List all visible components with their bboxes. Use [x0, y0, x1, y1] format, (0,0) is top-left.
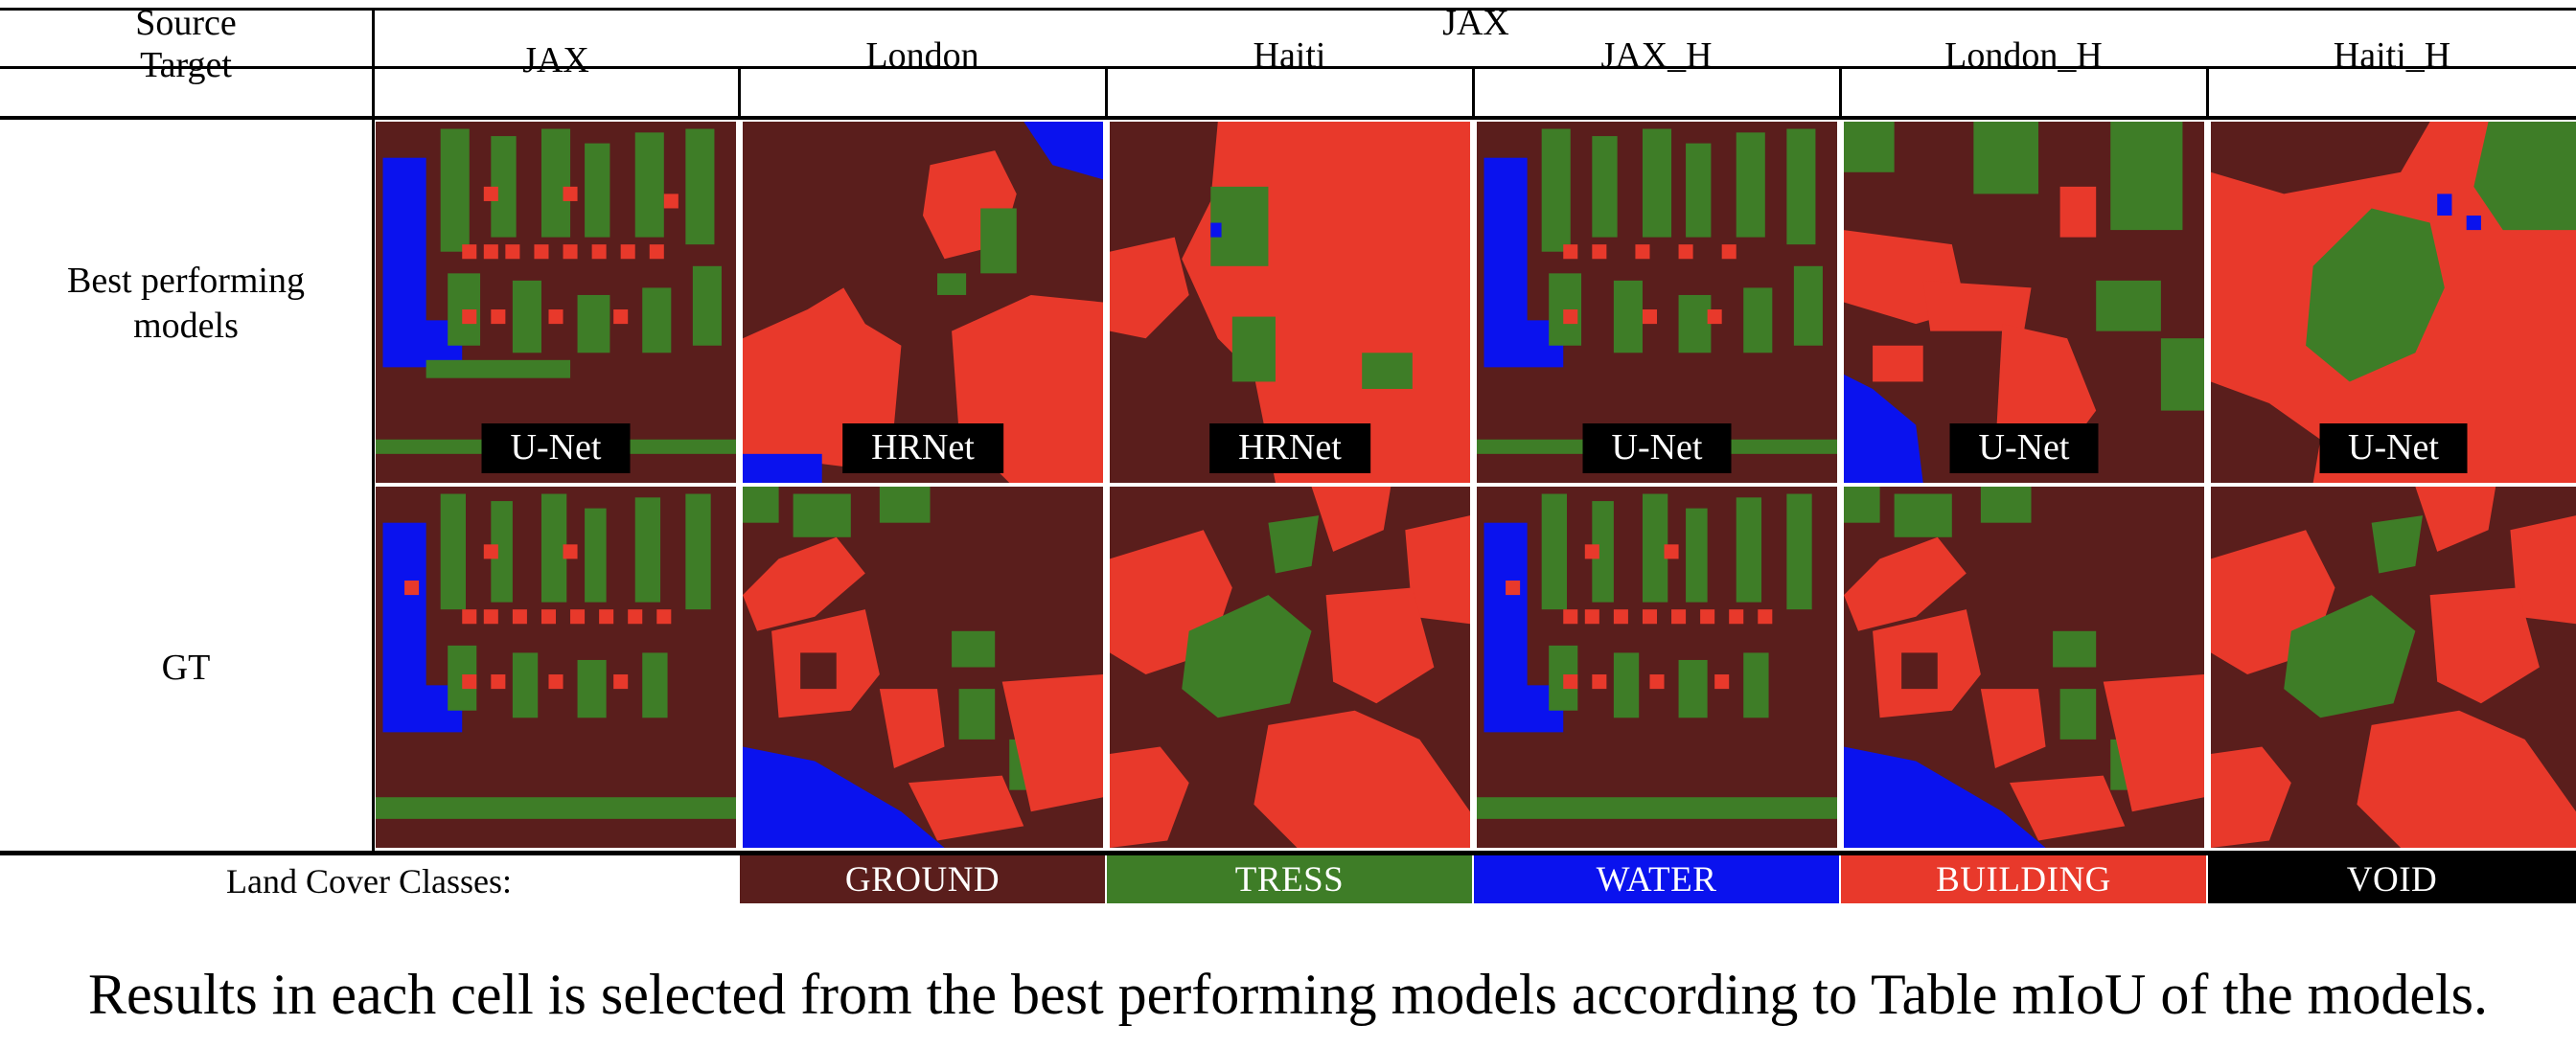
model-tag-london-h: U-Net — [1949, 423, 2099, 473]
prediction-map-london: HRNet — [743, 122, 1103, 483]
legend-label-building: BUILDING — [1936, 859, 2111, 900]
target-sep-4 — [1839, 69, 1842, 117]
legend-swatch-void: VOID — [2208, 855, 2576, 903]
prediction-map-jax: U-Net — [376, 122, 736, 483]
target-sep-3 — [1472, 69, 1475, 117]
legend-label-ground: GROUND — [844, 859, 1000, 900]
legend-swatch-trees: TRESS — [1107, 855, 1472, 903]
prediction-map-haiti: HRNet — [1110, 122, 1470, 483]
ground-truth-map-jax — [376, 487, 736, 848]
row-label-ground-truth: GT — [161, 648, 211, 689]
source-header-label: Source — [135, 3, 237, 43]
model-tag-haiti: HRNet — [1209, 423, 1370, 473]
model-tag-haiti-h: U-Net — [2319, 423, 2468, 473]
legend-label-water: WATER — [1596, 859, 1717, 900]
top-rule — [0, 8, 2576, 11]
legend-title: Land Cover Classes: — [226, 862, 512, 900]
ground-truth-map-london — [743, 487, 1103, 848]
bottom-rule — [0, 851, 2576, 855]
model-tag-jax: U-Net — [481, 423, 631, 473]
legend-swatch-ground: GROUND — [740, 855, 1105, 903]
figure-caption: Results in each cell is selected from th… — [87, 963, 2488, 1026]
model-tag-jax-h: U-Net — [1582, 423, 1732, 473]
ground-truth-map-haiti-h — [2211, 487, 2576, 848]
target-sep-1 — [738, 69, 741, 117]
ground-truth-map-haiti — [1110, 487, 1470, 848]
row-label-best-models: Best performing models — [66, 260, 305, 347]
target-header-label: Target — [140, 45, 232, 85]
legend-label-trees: TRESS — [1234, 859, 1345, 900]
model-tag-london: HRNet — [842, 423, 1003, 473]
source-rule — [0, 66, 2576, 69]
prediction-map-jax-h: U-Net — [1477, 122, 1837, 483]
prediction-map-haiti-h: U-Net — [2211, 122, 2576, 483]
legend-swatch-water: WATER — [1474, 855, 1839, 903]
label-column-rule — [372, 8, 375, 855]
ground-truth-map-jax-h — [1477, 487, 1837, 848]
ground-truth-map-london-h — [1844, 487, 2204, 848]
source-header-value: JAX — [1442, 3, 1509, 43]
target-sep-2 — [1105, 69, 1108, 117]
target-header-jax: JAX — [522, 40, 589, 80]
prediction-map-london-h: U-Net — [1844, 122, 2204, 483]
header-rule — [0, 116, 2576, 120]
legend-label-void: VOID — [2346, 859, 2438, 900]
target-sep-5 — [2206, 69, 2209, 117]
legend-swatch-building: BUILDING — [1841, 855, 2206, 903]
